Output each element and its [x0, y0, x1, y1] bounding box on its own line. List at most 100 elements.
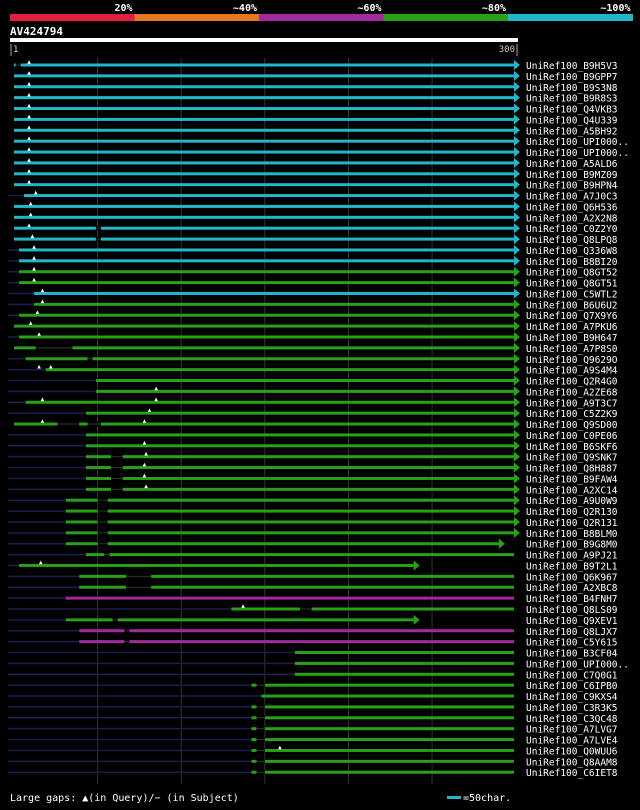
- hit-bar[interactable]: [14, 128, 514, 132]
- hit-label[interactable]: UniRef100_C5Y615: [526, 638, 618, 649]
- hit-bar[interactable]: [251, 705, 514, 709]
- hit-label[interactable]: UniRef100_Q9SNK7: [526, 453, 618, 464]
- hit-bar[interactable]: [19, 335, 514, 339]
- hit-label[interactable]: UniRef100_B9HPN4: [526, 181, 618, 192]
- hit-label[interactable]: UniRef100_B9S3N8: [526, 83, 618, 94]
- hit-bar[interactable]: [251, 748, 514, 752]
- hit-label[interactable]: UniRef100_Q6K967: [526, 572, 618, 583]
- hit-bar[interactable]: [19, 563, 414, 567]
- hit-bar[interactable]: [14, 74, 514, 78]
- hit-label[interactable]: UniRef100_C5Z2K9: [526, 409, 618, 420]
- hit-bar[interactable]: [95, 379, 515, 383]
- hit-bar[interactable]: [79, 574, 514, 578]
- hit-label[interactable]: UniRef100_C3R3K5: [526, 703, 618, 714]
- hit-bar[interactable]: [251, 759, 514, 763]
- hit-bar[interactable]: [14, 117, 514, 121]
- hit-label[interactable]: UniRef100_A2ZE68: [526, 387, 618, 398]
- hit-label[interactable]: UniRef100_B9FAW4: [526, 474, 618, 485]
- hit-label[interactable]: UniRef100_Q8GT51: [526, 279, 618, 290]
- hit-bar[interactable]: [14, 204, 514, 208]
- hit-bar[interactable]: [79, 629, 514, 633]
- hit-bar[interactable]: [79, 640, 514, 644]
- hit-bar[interactable]: [251, 770, 514, 774]
- hit-label[interactable]: UniRef100_A9U0W9: [526, 496, 618, 507]
- hit-bar[interactable]: [19, 281, 514, 285]
- hit-bar[interactable]: [79, 585, 514, 589]
- hit-bar[interactable]: [65, 618, 414, 622]
- hit-bar[interactable]: [14, 215, 514, 219]
- hit-bar[interactable]: [14, 422, 514, 426]
- hit-bar[interactable]: [14, 226, 514, 230]
- hit-label[interactable]: UniRef100_Q8LPQ8: [526, 235, 618, 246]
- hit-bar[interactable]: [19, 248, 514, 252]
- hit-label[interactable]: UniRef100_A2XC14: [526, 485, 618, 496]
- hit-bar[interactable]: [14, 96, 514, 100]
- hit-bar[interactable]: [294, 672, 514, 676]
- hit-bar[interactable]: [14, 107, 514, 111]
- hit-label[interactable]: UniRef100_Q6H536: [526, 202, 618, 213]
- hit-label[interactable]: UniRef100_B6SKF6: [526, 442, 618, 453]
- hit-bar[interactable]: [65, 509, 514, 513]
- hit-bar[interactable]: [14, 85, 514, 89]
- hit-label[interactable]: UniRef100_A5ALD6: [526, 159, 618, 170]
- hit-label[interactable]: UniRef100_UPI000..: [526, 659, 629, 670]
- hit-label[interactable]: UniRef100_B3CF04: [526, 649, 618, 660]
- hit-bar[interactable]: [14, 172, 514, 176]
- hit-label[interactable]: UniRef100_Q4U339: [526, 115, 618, 126]
- hit-bar[interactable]: [14, 161, 514, 165]
- hit-label[interactable]: UniRef100_B9G8M0: [526, 540, 618, 551]
- hit-label[interactable]: UniRef100_A2XBC8: [526, 583, 618, 594]
- hit-label[interactable]: UniRef100_B9R8S3: [526, 94, 618, 105]
- hit-label[interactable]: UniRef100_Q9SD00: [526, 420, 618, 431]
- hit-bar[interactable]: [14, 139, 514, 143]
- hit-bar[interactable]: [294, 661, 514, 665]
- hit-label[interactable]: UniRef100_B8BI20: [526, 257, 618, 268]
- hit-label[interactable]: UniRef100_Q8H887: [526, 464, 618, 475]
- hit-label[interactable]: UniRef100_Q2R4G0: [526, 377, 618, 388]
- hit-bar[interactable]: [65, 596, 514, 600]
- hit-bar[interactable]: [65, 531, 514, 535]
- hit-label[interactable]: UniRef100_C5WTL2: [526, 289, 618, 300]
- hit-bar[interactable]: [14, 150, 514, 154]
- hit-label[interactable]: UniRef100_Q9XEV1: [526, 616, 618, 627]
- hit-bar[interactable]: [14, 237, 514, 241]
- hit-label[interactable]: UniRef100_Q336W8: [526, 246, 618, 257]
- hit-bar[interactable]: [294, 651, 514, 655]
- hit-label[interactable]: UniRef100_C6IET8: [526, 768, 618, 779]
- hit-bar[interactable]: [45, 368, 514, 372]
- hit-label[interactable]: UniRef100_Q7X9Y6: [526, 311, 618, 322]
- hit-label[interactable]: UniRef100_UPI000..: [526, 137, 629, 148]
- hit-bar[interactable]: [251, 738, 514, 742]
- hit-label[interactable]: UniRef100_Q0WUU6: [526, 746, 618, 757]
- hit-label[interactable]: UniRef100_A7P8S0: [526, 344, 618, 355]
- hit-label[interactable]: UniRef100_B9T2L1: [526, 561, 618, 572]
- hit-label[interactable]: UniRef100_Q9629O: [526, 355, 618, 366]
- hit-label[interactable]: UniRef100_C9KXS4: [526, 692, 618, 703]
- hit-bar[interactable]: [34, 291, 514, 295]
- hit-bar[interactable]: [85, 455, 514, 459]
- hit-bar[interactable]: [85, 433, 514, 437]
- hit-label[interactable]: UniRef100_Q8LS09: [526, 605, 618, 616]
- hit-bar[interactable]: [261, 694, 514, 698]
- hit-bar[interactable]: [14, 63, 514, 67]
- hit-bar[interactable]: [14, 324, 514, 328]
- hit-bar[interactable]: [19, 259, 514, 263]
- hit-label[interactable]: UniRef100_C7Q0G1: [526, 670, 618, 681]
- hit-label[interactable]: UniRef100_B9MZ09: [526, 170, 618, 181]
- hit-label[interactable]: UniRef100_A7LVE4: [526, 736, 618, 747]
- hit-label[interactable]: UniRef100_A7J0C3: [526, 192, 618, 203]
- hit-bar[interactable]: [85, 411, 514, 415]
- hit-label[interactable]: UniRef100_B9GPP7: [526, 72, 618, 83]
- hit-label[interactable]: UniRef100_Q4VKB3: [526, 105, 618, 116]
- hit-label[interactable]: UniRef100_C6IPB0: [526, 681, 618, 692]
- hit-bar[interactable]: [25, 400, 514, 404]
- hit-label[interactable]: UniRef100_A2X2N8: [526, 213, 618, 224]
- hit-label[interactable]: UniRef100_A7LVG7: [526, 725, 618, 736]
- hit-label[interactable]: UniRef100_UPI000..: [526, 148, 629, 159]
- hit-bar[interactable]: [85, 444, 514, 448]
- hit-label[interactable]: UniRef100_Q8GT52: [526, 268, 618, 279]
- hit-label[interactable]: UniRef100_B6U6U2: [526, 300, 618, 311]
- hit-bar[interactable]: [85, 466, 514, 470]
- hit-bar[interactable]: [231, 607, 515, 611]
- hit-label[interactable]: UniRef100_B9H5V3: [526, 61, 618, 72]
